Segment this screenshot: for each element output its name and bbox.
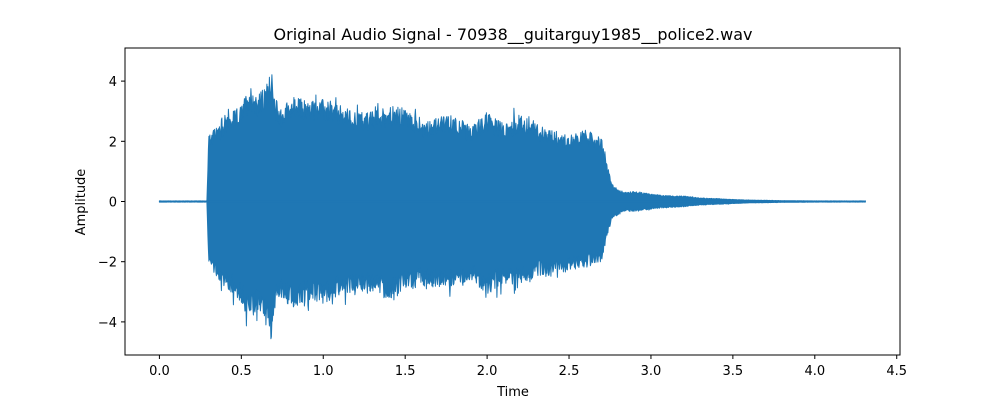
y-axis-label: Amplitude bbox=[74, 169, 89, 236]
x-tick-label: 4.5 bbox=[886, 364, 907, 379]
y-tick-label: 2 bbox=[109, 135, 117, 150]
x-tick-label: 3.0 bbox=[641, 364, 662, 379]
x-axis-label: Time bbox=[496, 385, 529, 400]
y-tick-label: 4 bbox=[109, 75, 117, 90]
y-tick-label: −4 bbox=[98, 316, 117, 331]
x-tick-label: 2.0 bbox=[477, 364, 498, 379]
x-tick-label: 1.5 bbox=[395, 364, 416, 379]
waveform-area bbox=[158, 74, 866, 340]
y-tick-label: −2 bbox=[98, 256, 117, 271]
x-axis: 0.0 0.5 1.0 1.5 2.0 2.5 3.0 3.5 4.0 4.5 bbox=[149, 355, 907, 379]
y-tick-label: 0 bbox=[109, 196, 117, 211]
x-tick-label: 0.5 bbox=[231, 364, 252, 379]
y-axis: −4 −2 0 2 4 bbox=[98, 75, 125, 331]
x-tick-label: 1.0 bbox=[313, 364, 334, 379]
x-tick-label: 0.0 bbox=[149, 364, 170, 379]
x-tick-label: 4.0 bbox=[804, 364, 825, 379]
x-tick-label: 2.5 bbox=[559, 364, 580, 379]
x-tick-label: 3.5 bbox=[723, 364, 744, 379]
chart-title: Original Audio Signal - 70938__guitarguy… bbox=[274, 25, 753, 45]
